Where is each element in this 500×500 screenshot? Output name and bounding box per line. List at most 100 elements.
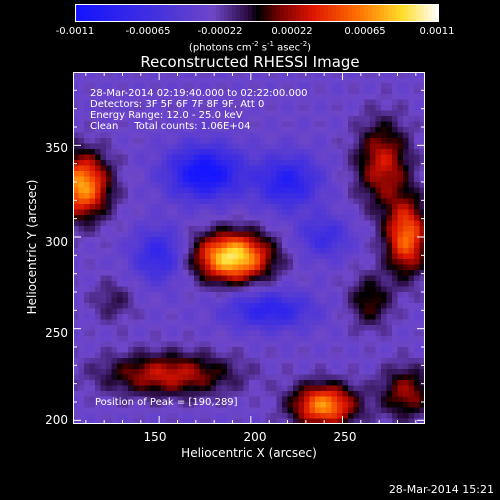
heatmap-cell xyxy=(73,336,79,342)
heatmap-cell xyxy=(249,198,255,205)
heatmap-cell xyxy=(205,402,211,408)
heatmap-cell xyxy=(397,99,404,106)
heatmap-cell xyxy=(298,231,305,238)
heatmap-cell xyxy=(287,292,294,298)
heatmap-cell xyxy=(166,231,173,238)
heatmap-cell xyxy=(381,226,387,232)
heatmap-cell xyxy=(89,160,96,166)
heatmap-cell xyxy=(133,94,140,100)
heatmap-cell xyxy=(199,88,206,95)
heatmap-cell xyxy=(386,402,393,408)
heatmap-cell xyxy=(249,193,255,199)
heatmap-cell xyxy=(166,402,173,408)
heatmap-cell xyxy=(254,105,261,111)
heatmap-cell xyxy=(232,226,239,232)
heatmap-cell xyxy=(73,121,79,128)
heatmap-cell xyxy=(249,242,255,249)
heatmap-cell xyxy=(403,242,409,249)
heatmap-cell xyxy=(282,171,288,177)
heatmap-cell xyxy=(89,116,96,122)
heatmap-cell xyxy=(177,418,184,424)
heatmap-cell xyxy=(348,171,354,177)
heatmap-cell xyxy=(232,204,239,210)
heatmap-cell xyxy=(282,105,288,111)
heatmap-cell xyxy=(386,209,393,216)
heatmap-cell xyxy=(364,138,371,144)
heatmap-cell xyxy=(282,182,288,188)
heatmap-cell xyxy=(221,264,228,271)
heatmap-cell xyxy=(392,341,398,348)
heatmap-cell xyxy=(183,330,189,337)
heatmap-cell xyxy=(249,72,255,78)
heatmap-cell xyxy=(188,99,195,106)
heatmap-cell xyxy=(133,264,140,271)
heatmap-cell xyxy=(161,160,167,166)
heatmap-cell xyxy=(177,314,184,320)
heatmap-cell xyxy=(331,143,338,150)
heatmap-cell xyxy=(397,149,404,155)
heatmap-cell xyxy=(414,176,420,183)
heatmap-cell xyxy=(128,77,134,84)
heatmap-cell xyxy=(122,83,129,89)
heatmap-cell xyxy=(364,242,371,249)
heatmap-cell xyxy=(375,396,382,403)
heatmap-cell xyxy=(260,253,266,260)
heatmap-cell xyxy=(238,385,244,392)
heatmap-cell xyxy=(375,176,382,183)
heatmap-cell xyxy=(183,237,189,243)
heatmap-cell xyxy=(111,77,118,84)
heatmap-cell xyxy=(95,319,101,326)
heatmap-cell xyxy=(221,127,228,133)
heatmap-cell xyxy=(254,259,261,265)
heatmap-cell xyxy=(298,259,305,265)
heatmap-cell xyxy=(144,336,151,342)
heatmap-cell xyxy=(298,105,305,111)
heatmap-cell xyxy=(100,237,107,243)
heatmap-cell xyxy=(128,171,134,177)
heatmap-cell xyxy=(337,391,343,397)
heatmap-cell xyxy=(326,83,332,89)
heatmap-cell xyxy=(238,132,244,139)
heatmap-cell xyxy=(414,418,420,424)
heatmap-cell xyxy=(73,385,79,392)
heatmap-cell xyxy=(95,281,101,287)
heatmap-cell xyxy=(337,402,343,408)
heatmap-cell xyxy=(150,391,156,397)
heatmap-cell xyxy=(265,369,272,375)
heatmap-cell xyxy=(133,110,140,117)
heatmap-cell xyxy=(238,226,244,232)
heatmap-cell xyxy=(238,270,244,276)
heatmap-cell xyxy=(205,160,211,166)
heatmap-cell xyxy=(331,374,338,381)
heatmap-cell xyxy=(249,105,255,111)
heatmap-cell xyxy=(166,160,173,166)
heatmap-cell xyxy=(100,264,107,271)
heatmap-cell xyxy=(122,347,129,353)
heatmap-cell xyxy=(304,330,310,337)
heatmap-cell xyxy=(243,198,250,205)
heatmap-cell xyxy=(315,418,321,424)
heatmap-cell xyxy=(298,314,305,320)
colorbar-cell xyxy=(288,5,293,21)
heatmap-cell xyxy=(271,385,277,392)
heatmap-cell xyxy=(414,396,420,403)
heatmap-cell xyxy=(370,242,376,249)
heatmap-cell xyxy=(403,99,409,106)
heatmap-cell xyxy=(89,220,96,227)
heatmap-cell xyxy=(122,154,129,161)
heatmap-cell xyxy=(298,193,305,199)
heatmap-cell xyxy=(133,385,140,392)
heatmap-cell xyxy=(254,176,261,183)
heatmap-cell xyxy=(139,204,145,210)
heatmap-cell xyxy=(342,193,349,199)
heatmap-cell xyxy=(139,347,145,353)
heatmap-cell xyxy=(364,99,371,106)
heatmap-cell xyxy=(238,407,244,414)
heatmap-cell xyxy=(161,402,167,408)
heatmap-cell xyxy=(243,88,250,95)
heatmap-cell xyxy=(161,138,167,144)
heatmap-cell xyxy=(403,385,409,392)
heatmap-cell xyxy=(238,347,244,353)
heatmap-cell xyxy=(199,187,206,194)
heatmap-cell xyxy=(232,369,239,375)
